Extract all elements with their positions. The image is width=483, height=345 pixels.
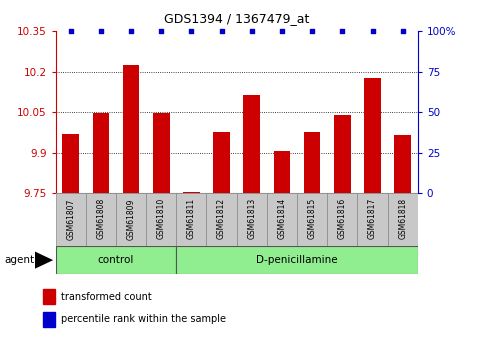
- Text: GDS1394 / 1367479_at: GDS1394 / 1367479_at: [164, 12, 309, 25]
- Bar: [43, 289, 55, 304]
- Bar: [207, 193, 237, 247]
- Bar: [243, 95, 260, 193]
- Text: GSM61809: GSM61809: [127, 198, 136, 239]
- Point: [369, 28, 376, 34]
- Bar: [176, 246, 418, 274]
- Text: D-penicillamine: D-penicillamine: [256, 255, 338, 265]
- Bar: [86, 193, 116, 247]
- Bar: [62, 134, 79, 193]
- Bar: [146, 193, 176, 247]
- Point: [308, 28, 316, 34]
- Bar: [93, 114, 109, 193]
- Text: GSM61810: GSM61810: [156, 198, 166, 239]
- Bar: [176, 193, 207, 247]
- Text: GSM61813: GSM61813: [247, 198, 256, 239]
- Polygon shape: [35, 252, 53, 269]
- Bar: [213, 132, 230, 193]
- Bar: [116, 193, 146, 247]
- Text: agent: agent: [5, 255, 35, 265]
- Bar: [364, 78, 381, 193]
- Text: GSM61812: GSM61812: [217, 198, 226, 239]
- Text: percentile rank within the sample: percentile rank within the sample: [61, 314, 226, 324]
- Text: GSM61816: GSM61816: [338, 198, 347, 239]
- Point: [278, 28, 286, 34]
- Text: transformed count: transformed count: [61, 292, 152, 302]
- Bar: [123, 65, 139, 193]
- Point: [187, 28, 195, 34]
- Bar: [56, 193, 86, 247]
- Point: [399, 28, 407, 34]
- Bar: [357, 193, 388, 247]
- Bar: [395, 135, 411, 193]
- Bar: [183, 192, 199, 193]
- Point: [67, 28, 74, 34]
- Point: [248, 28, 256, 34]
- Bar: [153, 114, 170, 193]
- Point: [97, 28, 105, 34]
- Point: [218, 28, 226, 34]
- Point: [127, 28, 135, 34]
- Text: GSM61817: GSM61817: [368, 198, 377, 239]
- Bar: [56, 246, 176, 274]
- Text: GSM61818: GSM61818: [398, 198, 407, 239]
- Bar: [304, 132, 320, 193]
- Text: GSM61814: GSM61814: [277, 198, 286, 239]
- Text: GSM61811: GSM61811: [187, 198, 196, 239]
- Bar: [237, 193, 267, 247]
- Text: GSM61815: GSM61815: [308, 198, 317, 239]
- Point: [339, 28, 346, 34]
- Text: control: control: [98, 255, 134, 265]
- Bar: [274, 151, 290, 193]
- Text: GSM61808: GSM61808: [96, 198, 105, 239]
- Bar: [43, 312, 55, 326]
- Bar: [388, 193, 418, 247]
- Text: GSM61807: GSM61807: [66, 198, 75, 239]
- Bar: [327, 193, 357, 247]
- Bar: [334, 115, 351, 193]
- Point: [157, 28, 165, 34]
- Bar: [267, 193, 297, 247]
- Bar: [297, 193, 327, 247]
